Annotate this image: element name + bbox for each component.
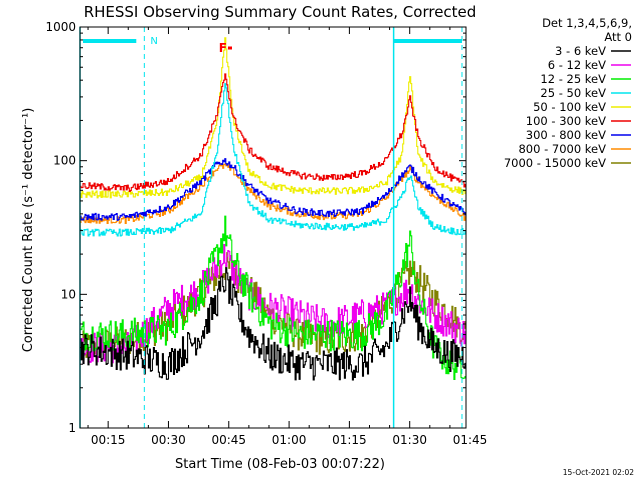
- x-tick-label-0: 00:15: [91, 433, 126, 447]
- x-tick-label-1: 00:30: [151, 433, 186, 447]
- legend-title-line-2: Att 0: [604, 30, 632, 44]
- series-line-2: [80, 215, 466, 381]
- series-line-3: [80, 83, 466, 237]
- y-tick-label-2: 100: [53, 154, 76, 168]
- y-axis-label: Corrected Count Rate (s⁻¹ detector⁻¹): [21, 108, 36, 353]
- plot-frame: [79, 26, 467, 429]
- x-tick-label-4: 01:15: [332, 433, 367, 447]
- legend-label-3: 25 - 50 keV: [540, 86, 606, 100]
- annotation-f: F: [219, 41, 227, 55]
- legend-label-8: 7000 - 15000 keV: [504, 156, 606, 170]
- chart-title: RHESSI Observing Summary Count Rates, Co…: [84, 3, 477, 21]
- legend-label-0: 3 - 6 keV: [555, 44, 606, 58]
- annotation-n: N: [150, 36, 157, 47]
- series-line-4: [80, 37, 466, 199]
- legend-label-6: 300 - 800 keV: [526, 128, 606, 142]
- y-tick-label-0: 1: [68, 421, 76, 435]
- y-tick-label-3: 1000: [45, 20, 76, 34]
- legend-label-1: 6 - 12 keV: [548, 58, 606, 72]
- x-tick-label-5: 01:30: [392, 433, 427, 447]
- series-line-6: [80, 158, 466, 221]
- x-tick-label-3: 01:00: [272, 433, 307, 447]
- timestamp: 15-Oct-2021 02:02: [563, 468, 634, 477]
- legend-label-2: 12 - 25 keV: [540, 72, 606, 86]
- series-group: [80, 37, 466, 381]
- legend-title-line-1: Det 1,3,4,5,6,9,: [542, 16, 632, 30]
- legend-label-5: 100 - 300 keV: [526, 114, 606, 128]
- x-tick-label-6: 01:45: [453, 433, 488, 447]
- x-axis-label: Start Time (08-Feb-03 00:07:22): [175, 457, 385, 472]
- x-tick-label-2: 00:45: [211, 433, 246, 447]
- plot-area: N F 00:15 00:30 00:45 01:00 01:15 01:30 01:45 1 10…: [45, 20, 487, 447]
- y-tick-label-1: 10: [61, 287, 76, 301]
- legend-label-7: 800 - 7000 keV: [518, 142, 606, 156]
- legend-label-4: 50 - 100 keV: [533, 100, 606, 114]
